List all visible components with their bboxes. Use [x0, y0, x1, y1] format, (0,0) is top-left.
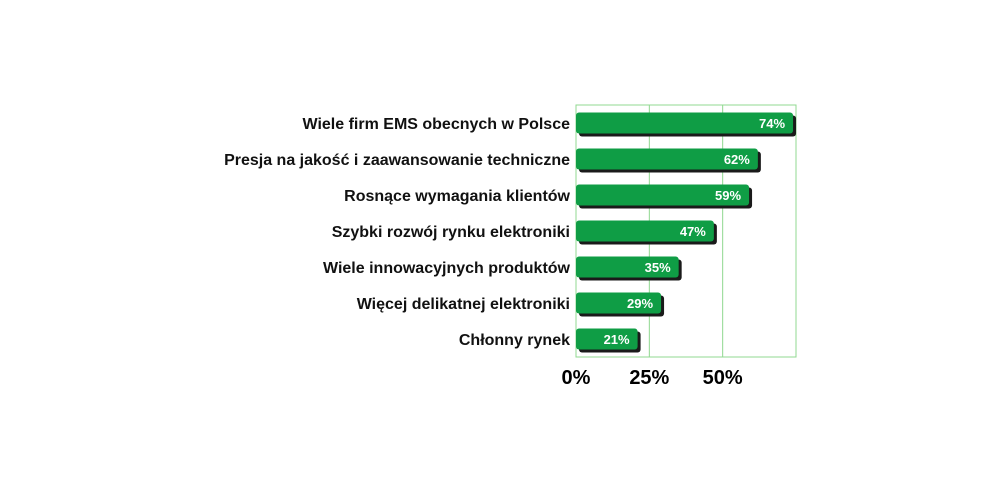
category-label: Wiele innowacyjnych produktów [323, 260, 571, 277]
category-labels: Wiele firm EMS obecnych w Polsce Presja n… [224, 116, 570, 349]
x-axis-ticks: 0% 25% 50% [562, 367, 743, 389]
data-label: 47% [680, 224, 706, 239]
x-tick-label: 25% [629, 367, 669, 389]
category-label: Presja na jakość i zaawansowanie technic… [224, 152, 570, 169]
data-label: 29% [627, 296, 653, 311]
x-tick-label: 0% [562, 367, 591, 389]
data-labels: 74% 62% 59% 47% 35% 29% 21% [604, 116, 786, 347]
category-label: Więcej delikatnej elektroniki [357, 296, 570, 313]
bar [576, 112, 794, 134]
bar [576, 328, 638, 350]
bar [576, 184, 750, 206]
x-tick-label: 50% [703, 367, 743, 389]
data-label: 74% [759, 116, 785, 131]
bar [576, 220, 714, 242]
bars [576, 112, 797, 353]
data-label: 21% [604, 332, 630, 347]
data-label: 59% [715, 188, 741, 203]
data-label: 62% [724, 152, 750, 167]
data-label: 35% [645, 260, 671, 275]
category-label: Chłonny rynek [459, 332, 570, 349]
bar [576, 292, 662, 314]
bar [576, 148, 758, 170]
bar [576, 256, 679, 278]
category-label: Rosnące wymagania klientów [344, 188, 570, 205]
category-label: Szybki rozwój rynku elektroniki [332, 224, 570, 241]
category-label: Wiele firm EMS obecnych w Polsce [303, 116, 571, 133]
